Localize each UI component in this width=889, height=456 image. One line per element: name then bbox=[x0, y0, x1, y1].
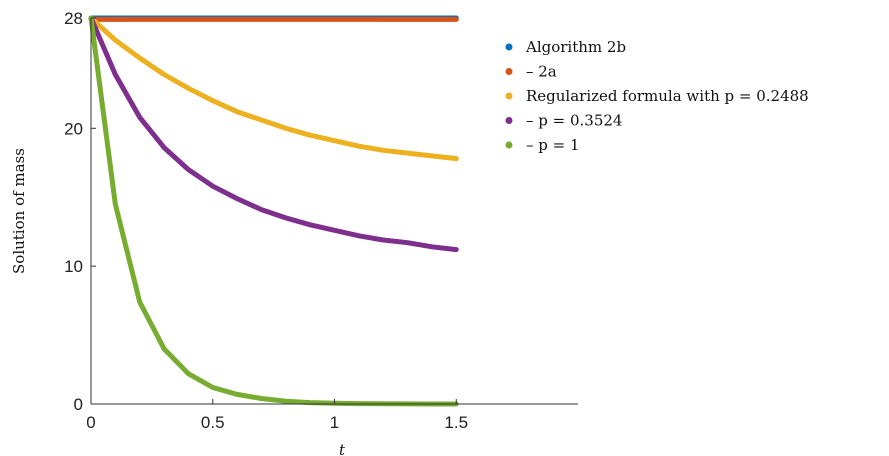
legend-marker-1 bbox=[505, 43, 513, 51]
series-line-4 bbox=[88, 15, 459, 253]
series-line-5 bbox=[88, 15, 459, 407]
legend-label-3: Regularized formula with p = 0.2488 bbox=[526, 87, 809, 105]
x-axis-label: t bbox=[339, 441, 346, 456]
y-tick-label: 0 bbox=[74, 395, 83, 414]
y-axis-label: Solution of mass bbox=[10, 148, 28, 274]
y-tick-label: 10 bbox=[64, 257, 83, 276]
series-layer bbox=[88, 15, 459, 407]
y-tick-label: 28 bbox=[64, 9, 83, 28]
legend-marker-4 bbox=[505, 117, 513, 124]
ticks-layer: 0 0.5 1 1.5 0 10 20 28 bbox=[64, 9, 468, 432]
legend-label-2: – 2a bbox=[526, 63, 557, 81]
x-tick-label: 0.5 bbox=[201, 413, 225, 432]
legend-marker-3 bbox=[505, 92, 513, 100]
x-tick-label: 0 bbox=[86, 413, 95, 432]
legend: Algorithm 2b – 2a Regularized formula with… bbox=[505, 38, 809, 154]
legend-label-1: Algorithm 2b bbox=[525, 38, 626, 56]
legend-marker-5 bbox=[505, 141, 513, 149]
legend-label-4: – p = 0.3524 bbox=[526, 112, 622, 130]
x-tick-label: 1.5 bbox=[444, 413, 468, 432]
series-line-3 bbox=[88, 15, 459, 162]
x-tick-label: 1 bbox=[330, 413, 339, 432]
legend-label-5: – p = 1 bbox=[526, 136, 580, 154]
legend-marker-2 bbox=[505, 68, 513, 75]
y-tick-label: 20 bbox=[64, 119, 83, 138]
